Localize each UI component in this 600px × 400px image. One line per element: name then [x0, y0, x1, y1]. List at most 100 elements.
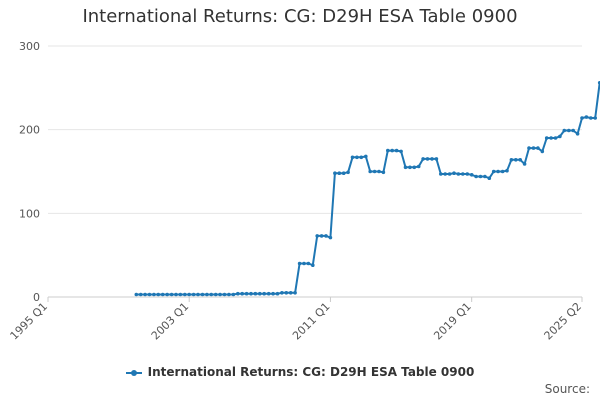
data-point[interactable] [536, 146, 540, 150]
data-point[interactable] [364, 154, 368, 159]
data-point[interactable] [328, 235, 333, 240]
data-point[interactable] [346, 170, 350, 175]
data-point[interactable] [531, 146, 536, 150]
data-point[interactable] [562, 128, 567, 133]
data-point[interactable] [571, 128, 575, 133]
data-point[interactable] [306, 261, 311, 266]
data-point[interactable] [412, 165, 417, 170]
data-point[interactable] [514, 158, 518, 162]
data-point[interactable] [319, 234, 324, 238]
data-point[interactable] [359, 155, 364, 160]
data-point[interactable] [231, 292, 236, 297]
data-point[interactable] [399, 149, 403, 154]
data-point[interactable] [169, 292, 174, 297]
data-point[interactable] [443, 172, 448, 176]
data-point[interactable] [553, 136, 558, 140]
data-point[interactable] [509, 158, 514, 162]
data-point[interactable] [434, 157, 439, 161]
data-point[interactable] [266, 291, 271, 296]
data-point[interactable] [544, 136, 549, 140]
data-point[interactable] [165, 292, 169, 297]
data-point[interactable] [355, 155, 359, 160]
data-point[interactable] [558, 134, 562, 139]
data-point[interactable] [209, 292, 214, 297]
data-point[interactable] [522, 162, 527, 166]
data-point[interactable] [160, 292, 165, 297]
data-point[interactable] [505, 168, 509, 173]
data-point[interactable] [575, 132, 580, 136]
data-point[interactable] [390, 148, 395, 153]
data-point[interactable] [218, 292, 222, 297]
data-point[interactable] [500, 169, 505, 174]
data-point[interactable] [372, 169, 377, 174]
data-point[interactable] [425, 157, 430, 161]
data-point[interactable] [430, 157, 434, 161]
data-point[interactable] [452, 171, 456, 175]
data-point[interactable] [253, 291, 258, 296]
data-point[interactable] [227, 292, 231, 297]
data-point[interactable] [196, 292, 200, 297]
data-point[interactable] [478, 174, 483, 179]
data-point[interactable] [593, 116, 597, 120]
data-point[interactable] [518, 158, 522, 162]
data-point[interactable] [350, 155, 355, 160]
data-point[interactable] [567, 128, 571, 133]
data-point[interactable] [284, 291, 289, 295]
data-point[interactable] [280, 291, 284, 295]
data-point[interactable] [288, 291, 293, 295]
data-point[interactable] [156, 292, 161, 297]
data-point[interactable] [487, 176, 492, 180]
data-point[interactable] [483, 174, 487, 179]
data-point[interactable] [469, 173, 474, 177]
data-point[interactable] [205, 292, 209, 297]
data-point[interactable] [465, 172, 470, 176]
data-point[interactable] [324, 234, 328, 238]
data-point[interactable] [456, 172, 461, 176]
data-point[interactable] [597, 81, 600, 85]
data-point[interactable] [461, 172, 465, 176]
data-point[interactable] [386, 148, 390, 153]
legend[interactable]: International Returns: CG: D29H ESA Tabl… [0, 365, 600, 379]
data-point[interactable] [491, 169, 496, 174]
data-point[interactable] [191, 292, 196, 297]
data-point[interactable] [333, 171, 337, 175]
data-point[interactable] [275, 291, 280, 296]
data-point[interactable] [408, 165, 412, 170]
data-point[interactable] [222, 292, 227, 297]
data-point[interactable] [421, 157, 425, 161]
data-point[interactable] [258, 291, 262, 296]
data-point[interactable] [403, 165, 408, 170]
data-point[interactable] [174, 292, 178, 297]
data-point[interactable] [200, 292, 205, 297]
data-point[interactable] [368, 169, 373, 174]
data-point[interactable] [394, 148, 399, 153]
data-point[interactable] [138, 292, 143, 297]
data-point[interactable] [143, 292, 147, 297]
data-point[interactable] [240, 291, 244, 296]
data-point[interactable] [152, 292, 156, 297]
data-point[interactable] [178, 292, 183, 297]
data-point[interactable] [580, 116, 584, 120]
data-point[interactable] [341, 171, 346, 175]
data-point[interactable] [549, 136, 553, 140]
data-point[interactable] [527, 146, 531, 150]
data-point[interactable] [311, 263, 315, 268]
data-point[interactable] [236, 291, 240, 296]
data-point[interactable] [337, 171, 342, 175]
data-point[interactable] [134, 292, 139, 297]
data-point[interactable] [297, 261, 302, 266]
data-point[interactable] [584, 115, 589, 119]
data-point[interactable] [244, 291, 249, 296]
data-point[interactable] [293, 291, 297, 295]
data-point[interactable] [589, 116, 593, 120]
data-point[interactable] [302, 261, 306, 266]
data-point[interactable] [439, 172, 443, 176]
data-point[interactable] [187, 292, 191, 297]
data-point[interactable] [262, 291, 267, 296]
data-point[interactable] [183, 292, 187, 297]
data-point[interactable] [540, 149, 545, 154]
data-point[interactable] [249, 291, 253, 296]
data-point[interactable] [213, 292, 218, 297]
data-point[interactable] [147, 292, 152, 297]
data-point[interactable] [271, 291, 275, 296]
